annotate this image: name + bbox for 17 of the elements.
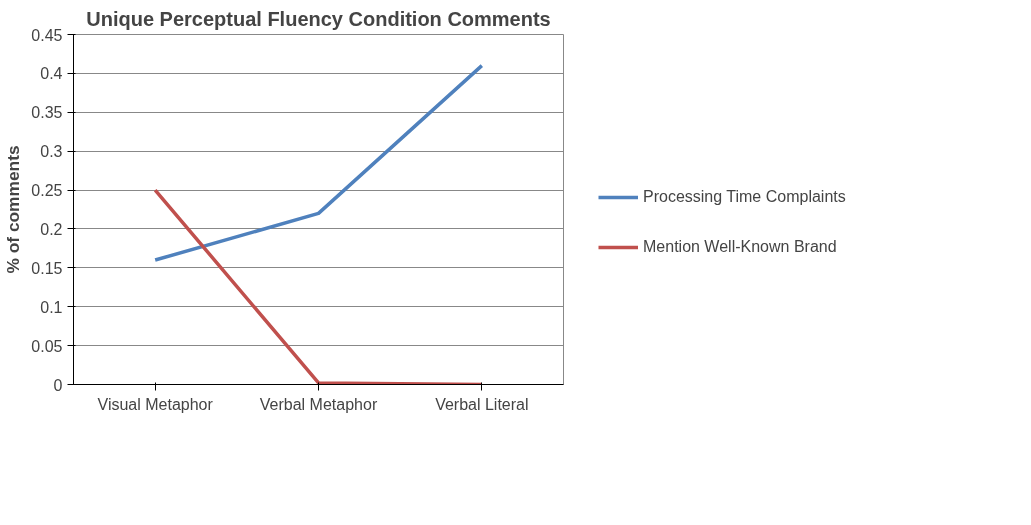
y-tick-label: 0.3 [40, 143, 63, 161]
y-tick-label: 0 [53, 376, 63, 394]
x-tick-label: Verbal Metaphor [259, 395, 378, 413]
y-tick-label: 0.4 [40, 65, 63, 83]
x-tick-label: Verbal Literal [435, 395, 529, 413]
y-tick-label: 0.35 [31, 104, 63, 122]
chart-title: Unique Perceptual Fluency Condition Comments [86, 7, 551, 30]
y-axis-title: % of comments [3, 145, 24, 274]
x-tick-label: Visual Metaphor [97, 395, 214, 413]
y-tick-label: 0.1 [40, 298, 63, 316]
y-tick-label: 0.45 [31, 26, 63, 44]
y-tick-label: 0.25 [31, 182, 63, 200]
y-tick-label: 0.05 [31, 337, 63, 355]
legend-label: Mention Well-Known Brand [643, 238, 837, 256]
y-tick-label: 0.2 [40, 220, 63, 238]
legend-label: Processing Time Complaints [643, 188, 846, 206]
y-tick-label: 0.15 [31, 259, 63, 277]
